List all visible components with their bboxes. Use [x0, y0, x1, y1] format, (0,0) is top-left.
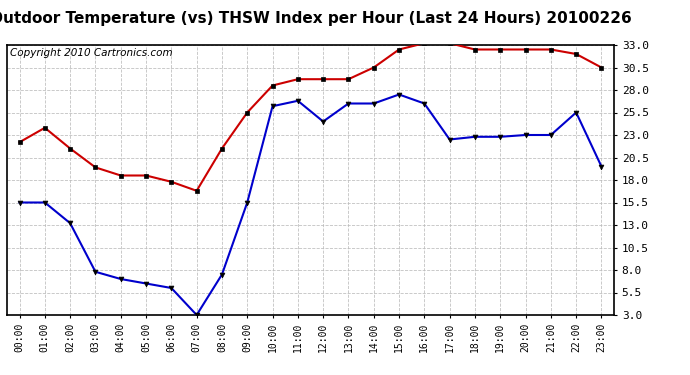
Text: Copyright 2010 Cartronics.com: Copyright 2010 Cartronics.com — [10, 48, 172, 58]
Text: Outdoor Temperature (vs) THSW Index per Hour (Last 24 Hours) 20100226: Outdoor Temperature (vs) THSW Index per … — [0, 11, 631, 26]
